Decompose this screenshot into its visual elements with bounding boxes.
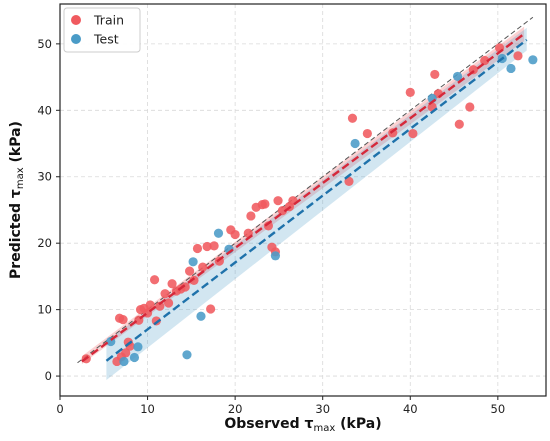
x-axis-label-suffix: (kPa) <box>335 416 381 432</box>
point-train <box>454 119 464 129</box>
point-test <box>270 251 281 261</box>
axis-ticks: 0 10 20 30 40 50 0 10 20 30 40 50 <box>37 37 505 416</box>
point-train <box>185 266 195 276</box>
x-tick-label: 30 <box>315 402 330 416</box>
point-train <box>246 211 256 221</box>
point-train <box>209 241 219 251</box>
point-train <box>273 196 283 206</box>
point-test <box>506 63 516 74</box>
x-tick-label: 50 <box>491 402 506 416</box>
point-train <box>145 300 155 310</box>
point-train <box>480 55 490 66</box>
x-tick-label: 40 <box>403 402 418 416</box>
point-train <box>160 289 170 299</box>
legend: Train Test <box>63 7 141 53</box>
point-train <box>180 282 190 292</box>
point-test <box>188 257 198 267</box>
point-train <box>121 348 131 358</box>
x-tick-label: 0 <box>56 402 63 416</box>
y-tick-label: 0 <box>45 369 52 383</box>
point-train <box>405 87 415 97</box>
legend-marker-test <box>71 34 81 44</box>
point-train <box>408 128 418 139</box>
point-train <box>149 275 160 285</box>
confidence-band-test <box>106 27 527 381</box>
point-train <box>202 241 212 252</box>
point-train <box>230 229 240 240</box>
point-train <box>206 304 216 314</box>
y-axis-label-suffix: (kPa) <box>8 121 24 167</box>
legend-box <box>63 7 141 53</box>
x-axis-label: Observed τmax (kPa) <box>224 416 381 434</box>
x-axis-label-symbol: τ <box>305 416 314 432</box>
point-train <box>277 206 288 216</box>
point-train <box>344 176 354 186</box>
legend-label-train: Train <box>93 13 124 28</box>
fit-line-train <box>81 32 525 363</box>
point-train <box>513 51 523 61</box>
y-tick-label: 40 <box>37 103 52 117</box>
point-test <box>350 138 360 149</box>
y-tick-label: 30 <box>37 170 52 184</box>
y-tick-label: 10 <box>37 303 52 317</box>
y-axis-label: Predicted τmax (kPa) <box>8 121 26 279</box>
fit-line-test <box>105 38 528 362</box>
legend-label-test: Test <box>93 32 119 47</box>
point-train <box>347 113 358 123</box>
y-tick-label: 50 <box>37 37 52 51</box>
point-test <box>528 55 538 65</box>
plot-background <box>60 4 546 396</box>
point-train <box>118 314 128 325</box>
point-test <box>213 228 224 238</box>
fit-lines <box>81 32 528 363</box>
point-test <box>129 352 140 363</box>
point-train <box>260 199 270 209</box>
point-test <box>452 71 463 82</box>
point-test <box>196 311 206 321</box>
x-axis-label-prefix: Observed <box>224 416 304 432</box>
point-test <box>133 342 143 352</box>
x-axis-label-sub: max <box>313 423 335 434</box>
point-train <box>430 69 440 80</box>
x-tick-label: 10 <box>140 402 155 416</box>
point-train <box>198 262 208 272</box>
point-train <box>189 275 199 285</box>
y-axis-label-symbol: τ <box>8 189 24 198</box>
point-test <box>119 356 129 367</box>
plot-frame <box>59 3 547 397</box>
y-tick-label: 20 <box>37 236 52 250</box>
point-train <box>167 279 177 289</box>
point-train <box>163 298 174 308</box>
point-train <box>192 243 203 254</box>
point-train <box>155 301 165 311</box>
point-train <box>465 102 475 112</box>
point-train <box>362 128 372 139</box>
point-test <box>182 350 192 360</box>
y-axis-label-sub: max <box>15 167 26 189</box>
legend-marker-train <box>71 15 81 25</box>
y-axis-label-prefix: Predicted <box>8 198 24 279</box>
x-tick-label: 20 <box>228 402 243 416</box>
